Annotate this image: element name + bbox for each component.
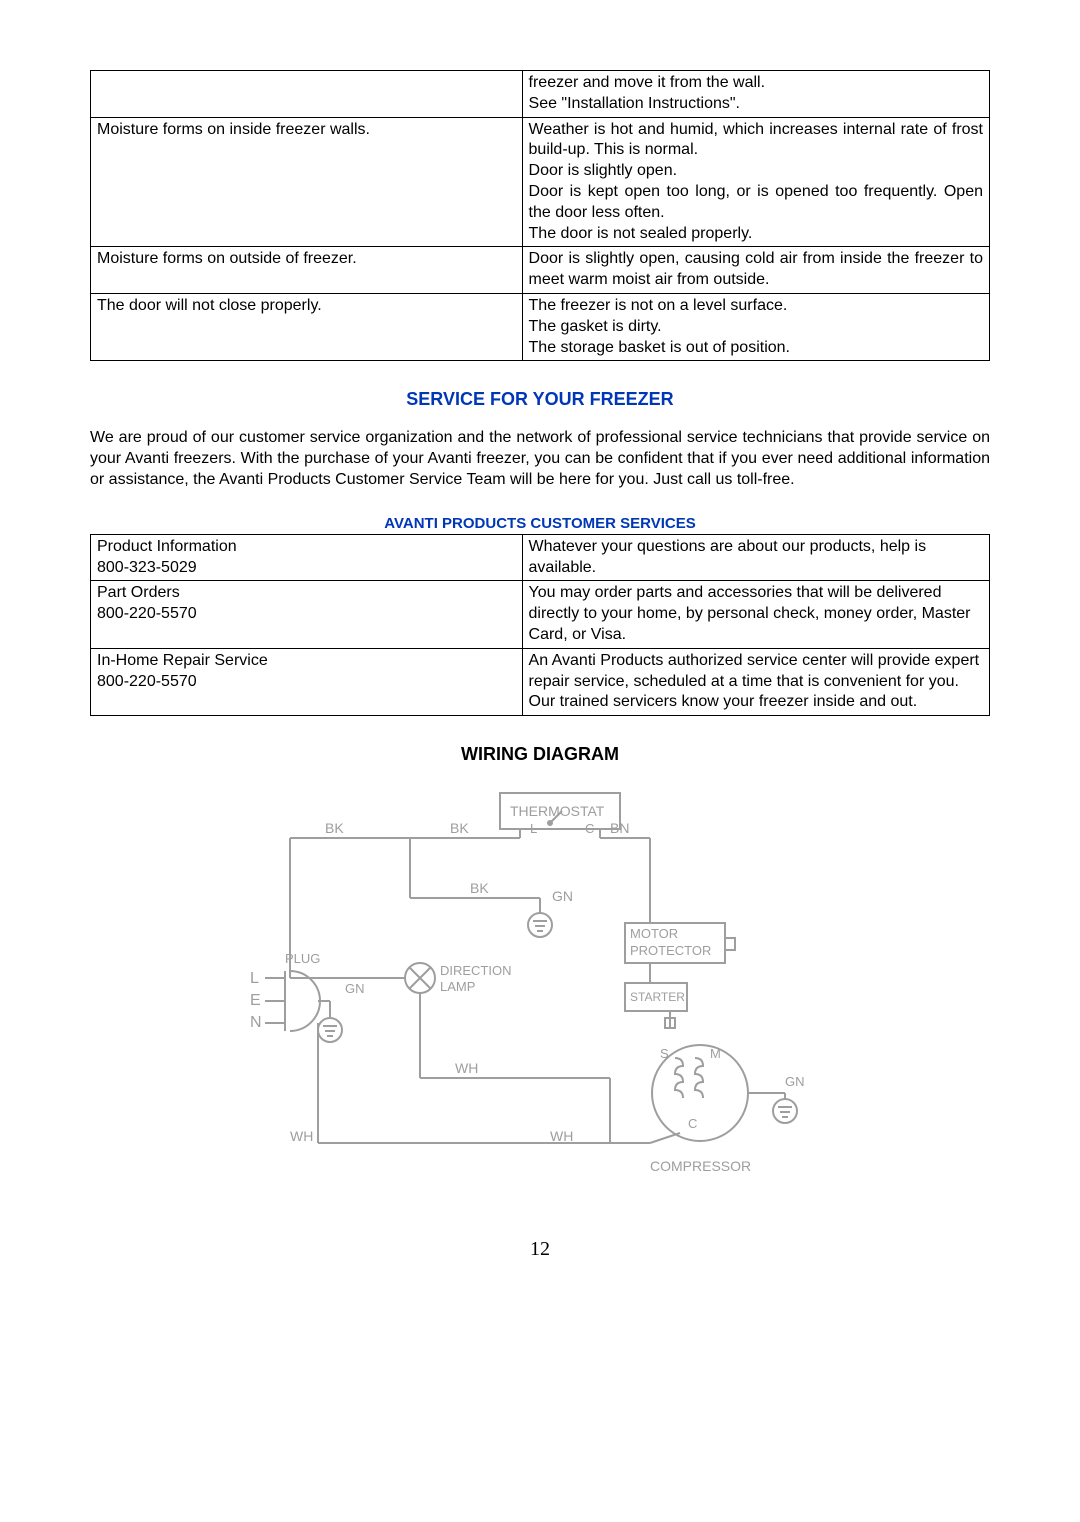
- diagram-label-l2: L: [250, 970, 259, 987]
- table-cell: Part Orders800-220-5570: [91, 581, 523, 648]
- table-cell: [91, 71, 523, 118]
- customer-services-heading: AVANTI PRODUCTS CUSTOMER SERVICES: [90, 515, 990, 532]
- wiring-diagram-svg: THERMOSTAT BK BK L C BN BK: [230, 783, 850, 1183]
- diagram-label-lamp: LAMP: [440, 979, 475, 994]
- diagram-label-bk: BK: [325, 820, 344, 836]
- diagram-label-c2: C: [688, 1116, 697, 1131]
- diagram-label-bk: BK: [450, 820, 469, 836]
- table-cell: Door is slightly open, causing cold air …: [522, 247, 989, 294]
- table-cell: Moisture forms on inside freezer walls.: [91, 117, 523, 247]
- table-cell: The freezer is not on a level surface.Th…: [522, 293, 989, 360]
- table-cell: An Avanti Products authorized service ce…: [522, 648, 989, 715]
- wiring-diagram: THERMOSTAT BK BK L C BN BK: [90, 783, 990, 1188]
- service-heading: SERVICE FOR YOUR FREEZER: [90, 389, 990, 410]
- diagram-label-n: N: [250, 1014, 262, 1031]
- diagram-label-motor: MOTOR: [630, 926, 678, 941]
- diagram-label-direction: DIRECTION: [440, 963, 512, 978]
- diagram-label-wh: WH: [455, 1060, 478, 1076]
- diagram-label-starter: STARTER: [630, 990, 685, 1004]
- diagram-label-gn: GN: [345, 981, 365, 996]
- diagram-label-c: C: [585, 821, 594, 836]
- service-paragraph: We are proud of our customer service org…: [90, 428, 990, 490]
- table-cell: Moisture forms on outside of freezer.: [91, 247, 523, 294]
- diagram-label-s: S: [660, 1046, 669, 1061]
- diagram-label-m: M: [710, 1046, 721, 1061]
- diagram-label-bk: BK: [470, 880, 489, 896]
- table-cell: Product Information800-323-5029: [91, 534, 523, 581]
- table-cell: Weather is hot and humid, which increase…: [522, 117, 989, 247]
- table-cell: You may order parts and accessories that…: [522, 581, 989, 648]
- diagram-label-e: E: [250, 992, 261, 1009]
- page-number: 12: [90, 1238, 990, 1261]
- diagram-label-compressor: COMPRESSOR: [650, 1158, 751, 1174]
- table-cell: freezer and move it from the wall.See "I…: [522, 71, 989, 118]
- diagram-label-gn: GN: [785, 1074, 805, 1089]
- diagram-label-bn: BN: [610, 820, 629, 836]
- table-cell: Whatever your questions are about our pr…: [522, 534, 989, 581]
- diagram-label-wh: WH: [550, 1128, 573, 1144]
- wiring-diagram-heading: WIRING DIAGRAM: [90, 744, 990, 765]
- diagram-label-l: L: [530, 821, 537, 836]
- table-cell: The door will not close properly.: [91, 293, 523, 360]
- diagram-label-gn: GN: [552, 888, 573, 904]
- diagram-label-wh: WH: [290, 1128, 313, 1144]
- customer-services-table: Product Information800-323-5029 Whatever…: [90, 534, 990, 716]
- diagram-label-protector: PROTECTOR: [630, 943, 711, 958]
- troubleshooting-table: freezer and move it from the wall.See "I…: [90, 70, 990, 361]
- table-cell: In-Home Repair Service800-220-5570: [91, 648, 523, 715]
